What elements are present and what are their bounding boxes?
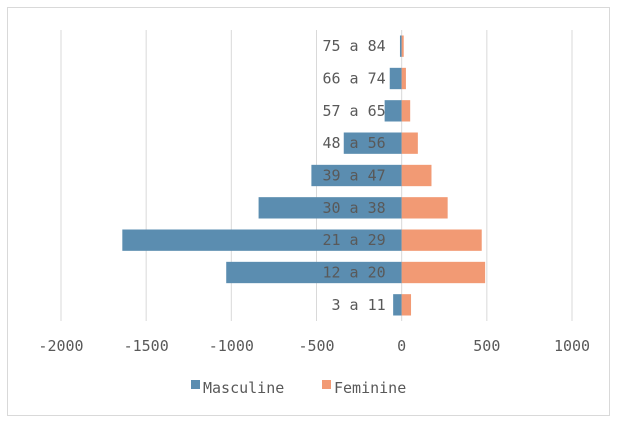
x-tick-label: 500 [473, 337, 500, 355]
x-tick-label: -500 [298, 337, 334, 355]
bar-masculine-5 [343, 132, 402, 154]
legend-label-feminine: Feminine [334, 379, 406, 397]
bar-feminine-6 [401, 100, 411, 122]
bar-masculine-8 [399, 35, 402, 57]
bar-feminine-2 [401, 229, 482, 251]
legend: Masculine Feminine [191, 379, 406, 397]
x-tick-labels: -2000 -1500 -1000 -500 0 500 1000 [38, 337, 590, 355]
category-label: 75 a 84 [322, 37, 385, 55]
category-label: 66 a 74 [322, 70, 385, 88]
bar-masculine-0 [393, 294, 402, 316]
bar-feminine-3 [401, 197, 448, 219]
x-tick-label: 1000 [554, 337, 590, 355]
x-tick-label: 0 [397, 337, 406, 355]
category-label: 21 a 29 [322, 231, 385, 249]
category-label: 57 a 65 [322, 102, 385, 120]
category-label: 12 a 20 [322, 264, 385, 282]
bar-feminine-8 [401, 35, 404, 57]
category-label: 30 a 38 [322, 199, 385, 217]
bar-feminine-5 [401, 132, 418, 154]
category-label: 48 a 56 [322, 134, 385, 152]
bar-feminine-4 [401, 164, 432, 187]
bar-masculine-6 [384, 100, 402, 122]
bar-masculine-2 [122, 229, 402, 251]
bar-masculine-3 [258, 197, 402, 219]
x-tick-label: -1500 [124, 337, 169, 355]
x-tick-label: -2000 [38, 337, 83, 355]
category-label: 3 a 11 [331, 296, 385, 314]
bar-masculine-7 [389, 67, 402, 90]
x-tick-label: -1000 [209, 337, 254, 355]
bar-feminine-7 [401, 67, 406, 90]
bar-feminine-0 [401, 294, 412, 316]
legend-swatch-feminine [322, 380, 331, 389]
bar-masculine-1 [226, 261, 402, 284]
legend-swatch-masculine [191, 380, 200, 389]
legend-label-masculine: Masculine [203, 379, 284, 397]
bar-feminine-1 [401, 261, 486, 284]
category-label: 39 a 47 [322, 167, 385, 185]
bars [122, 35, 486, 316]
category-labels: 3 a 11 12 a 20 21 a 29 30 a 38 39 a 47 48 a 5… [322, 37, 385, 314]
bar-masculine-4 [311, 164, 402, 187]
